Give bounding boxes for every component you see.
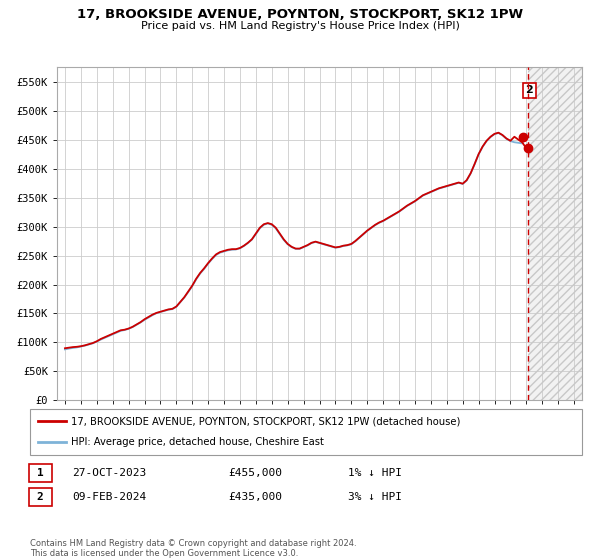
Text: Contains HM Land Registry data © Crown copyright and database right 2024.: Contains HM Land Registry data © Crown c… — [30, 539, 356, 548]
Bar — [527, 67, 582, 400]
Text: 27-OCT-2023: 27-OCT-2023 — [72, 468, 146, 478]
Text: £455,000: £455,000 — [228, 468, 282, 478]
Text: 2: 2 — [526, 85, 533, 95]
Text: 1% ↓ HPI: 1% ↓ HPI — [348, 468, 402, 478]
Text: 1: 1 — [37, 468, 44, 478]
Text: 2: 2 — [37, 492, 44, 502]
Text: This data is licensed under the Open Government Licence v3.0.: This data is licensed under the Open Gov… — [30, 549, 298, 558]
Text: Price paid vs. HM Land Registry's House Price Index (HPI): Price paid vs. HM Land Registry's House … — [140, 21, 460, 31]
Text: 17, BROOKSIDE AVENUE, POYNTON, STOCKPORT, SK12 1PW (detached house): 17, BROOKSIDE AVENUE, POYNTON, STOCKPORT… — [71, 416, 461, 426]
Bar — [527, 67, 582, 400]
Text: HPI: Average price, detached house, Cheshire East: HPI: Average price, detached house, Ches… — [71, 437, 324, 447]
Text: 17, BROOKSIDE AVENUE, POYNTON, STOCKPORT, SK12 1PW: 17, BROOKSIDE AVENUE, POYNTON, STOCKPORT… — [77, 8, 523, 21]
Text: 3% ↓ HPI: 3% ↓ HPI — [348, 492, 402, 502]
Text: 09-FEB-2024: 09-FEB-2024 — [72, 492, 146, 502]
Text: £435,000: £435,000 — [228, 492, 282, 502]
